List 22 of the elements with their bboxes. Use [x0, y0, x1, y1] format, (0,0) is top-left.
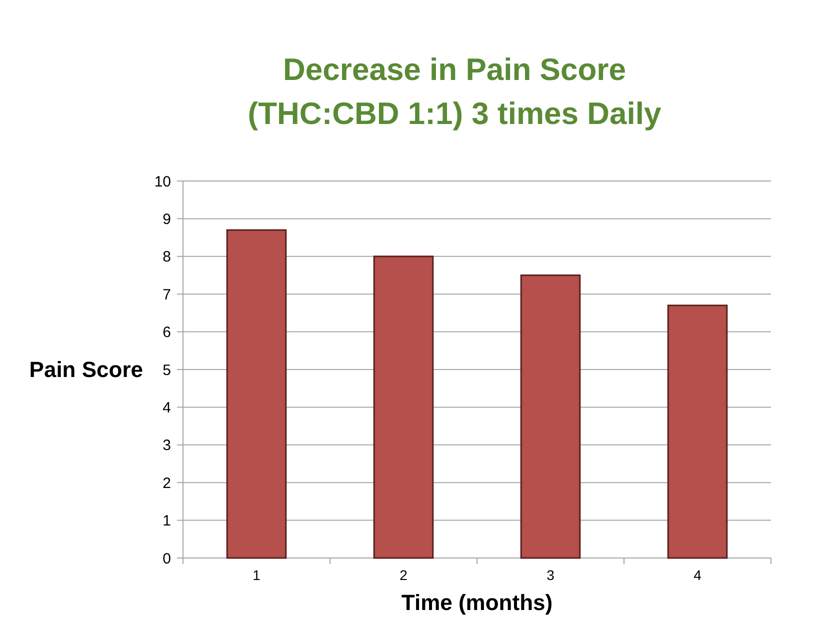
y-axis-title: Pain Score	[29, 357, 143, 382]
y-tick-label: 0	[162, 550, 171, 568]
y-tick-label: 1	[162, 512, 171, 530]
bar	[520, 274, 581, 559]
y-tick-label: 3	[162, 437, 171, 454]
x-tick-label: 1	[252, 567, 261, 583]
bar	[667, 304, 728, 559]
x-tick-label: 4	[694, 567, 702, 583]
bar	[226, 229, 287, 559]
x-tick-label: 2	[400, 567, 408, 583]
y-tick-label: 6	[162, 324, 171, 342]
y-tick-label: 7	[162, 286, 171, 304]
x-axis-title: Time (months)	[401, 590, 553, 615]
y-tick-label: 5	[162, 362, 171, 379]
x-tick-label: 3	[546, 567, 555, 583]
bar	[373, 256, 434, 559]
y-tick-label: 4	[162, 399, 171, 416]
y-tick-label: 10	[154, 173, 171, 190]
chart-title: Decrease in Pain Score (THC:CBD 1:1) 3 times Daily	[248, 52, 662, 131]
y-tick-label: 9	[162, 210, 171, 228]
y-tick-label: 8	[162, 248, 171, 266]
y-tick-label: 2	[162, 474, 171, 492]
